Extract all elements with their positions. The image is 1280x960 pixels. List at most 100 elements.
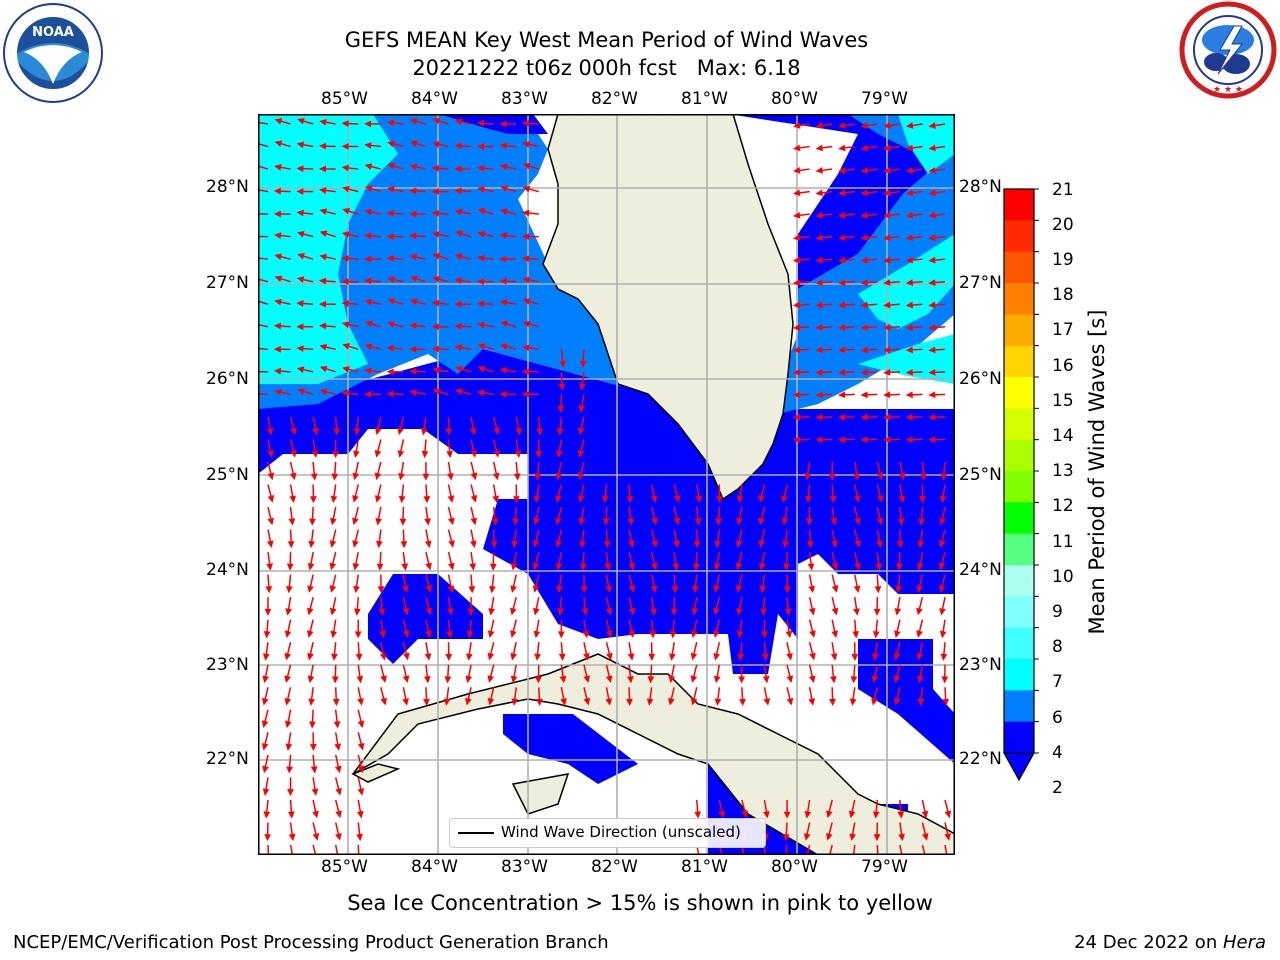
wave-arrow-head (364, 120, 372, 128)
wave-arrow-head (286, 585, 293, 594)
colorbar-label: Mean Period of Wind Waves [s] (1085, 309, 1109, 635)
wave-arrow-head (379, 630, 386, 639)
wave-arrow-head (928, 324, 936, 331)
lat-label-right: 23°N (959, 655, 1002, 675)
wave-arrow-head (690, 630, 698, 638)
wave-arrow-head (357, 698, 364, 706)
wave-arrow-head (781, 495, 788, 503)
wave-arrow-head (261, 720, 269, 728)
wave-arrow-head (330, 495, 338, 504)
wave-arrow-head (897, 811, 905, 819)
wave-arrow-head (399, 518, 407, 526)
nws-logo: ★ ★ ★ (1179, 1, 1277, 99)
wave-arrow-head (432, 117, 441, 125)
wave-arrow-head (606, 630, 613, 638)
wave-arrow-head (872, 631, 880, 639)
wave-arrow-head (860, 144, 869, 152)
wave-arrow (334, 844, 339, 855)
wave-arrow-head (668, 697, 675, 706)
noaa-logo-text: NOAA (32, 25, 74, 40)
wave-arrow-head (470, 472, 478, 481)
wave-arrow-head (409, 210, 417, 218)
wave-arrow-head (938, 540, 946, 548)
wave-arrow-head (490, 541, 498, 549)
wave-arrow-head (558, 653, 566, 661)
wave-arrow-head (402, 698, 409, 706)
wave-arrow-head (808, 585, 816, 594)
wave-arrow-head (860, 391, 868, 399)
land (351, 114, 955, 855)
wave-arrow-head (364, 208, 373, 216)
wave-arrow-head (831, 607, 839, 616)
wave-arrow-head (860, 368, 868, 376)
wave-arrow-head (425, 607, 433, 616)
wave-arrow-head (670, 608, 678, 616)
wave-arrow-head (628, 540, 635, 548)
lon-label-top: 81°W (681, 89, 728, 109)
wave-arrow (258, 278, 269, 283)
wave-arrow-head (356, 810, 364, 819)
wave-arrow-head (454, 208, 463, 216)
wave-arrow-head (782, 833, 790, 842)
wave-arrow-head (905, 368, 913, 376)
wave-arrow-head (499, 299, 508, 306)
colorbar (1002, 188, 1039, 782)
wave-arrow-head (489, 585, 496, 594)
wave-arrow-head (364, 142, 372, 149)
colorbar-segment (1004, 471, 1034, 503)
wave-arrow-head (583, 653, 590, 661)
colorbar-tick: 7 (1052, 672, 1063, 692)
wave-arrow-head (470, 540, 477, 548)
wave-arrow-head (332, 698, 340, 706)
wave-arrow-head (386, 344, 395, 352)
wave-arrow-head (296, 209, 304, 217)
wave-arrow-head (942, 698, 950, 706)
wave-arrow-head (493, 450, 500, 458)
wave-arrow-head (782, 540, 789, 549)
wave-arrow-head (883, 346, 891, 354)
wave-arrow-head (838, 391, 846, 399)
wave-arrow-head (583, 697, 591, 706)
wave-arrow-head (792, 301, 801, 309)
footer-date: 24 Dec 2022 on Hera (1074, 932, 1266, 953)
wave-arrow-head (375, 517, 383, 526)
wave-arrow-head (786, 675, 794, 683)
wave-arrow-head (499, 232, 507, 239)
wave-arrow-head (690, 697, 698, 706)
lon-label-bottom: 84°W (411, 857, 458, 877)
wave-arrow-head (329, 607, 337, 616)
wave-arrow-head (713, 607, 720, 616)
wave-arrow-head (876, 472, 884, 481)
wave-arrow-head (331, 676, 339, 684)
wave-arrow-head (273, 187, 281, 195)
wave-arrow-head (941, 676, 949, 684)
wave-arrow-head (871, 697, 878, 706)
wave-arrow-head (928, 256, 936, 264)
wave-arrow-head (469, 427, 477, 436)
noaa-logo: NOAA (3, 3, 103, 103)
wave-arrow-head (432, 276, 440, 283)
wave-arrow-head (374, 427, 382, 436)
wave-arrow-head (500, 208, 508, 215)
wave-arrow-head (409, 232, 417, 240)
wave-arrow-head (928, 144, 936, 152)
wave-arrow-head (431, 188, 439, 195)
wave-arrow-head (522, 320, 531, 328)
wave-arrow-head (853, 585, 861, 593)
wave-arrow-head (735, 585, 743, 593)
wave-arrow-head (872, 811, 880, 819)
wave-arrow-head (510, 585, 517, 593)
wave-arrow-head (916, 562, 924, 571)
wave-arrow-head (284, 697, 292, 706)
wave-arrow-head (792, 211, 801, 219)
wave-arrow-head (267, 472, 275, 481)
wave-arrow-head (555, 495, 562, 503)
wave-arrow-head (928, 234, 936, 242)
wave-arrow-head (919, 496, 926, 504)
wave-arrow-head (455, 230, 463, 237)
wave-arrow-head (448, 540, 455, 548)
colorbar-tick: 9 (1052, 602, 1063, 622)
wave-arrow-head (761, 653, 769, 661)
wave-arrow-head (262, 765, 269, 774)
wave-arrow-head (928, 122, 936, 129)
